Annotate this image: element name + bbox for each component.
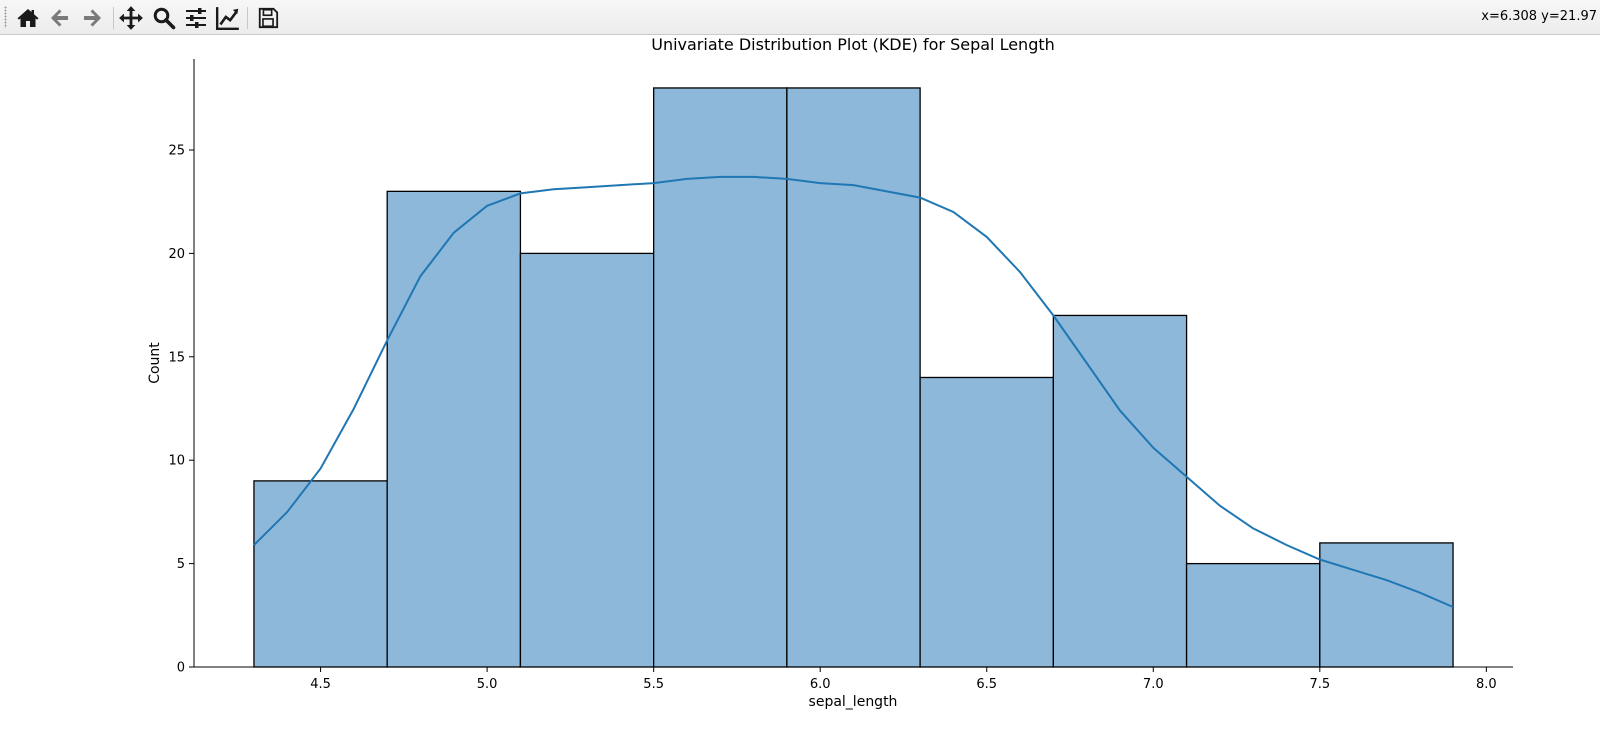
- x-tick-label: 4.5: [310, 677, 331, 692]
- histogram-bar-5: [786, 87, 921, 668]
- save-icon: [258, 7, 279, 29]
- edit-axis-icon: [215, 7, 239, 31]
- edit-axis-button[interactable]: [213, 3, 243, 33]
- home-button[interactable]: [13, 3, 43, 33]
- kde-curve: [253, 175, 1454, 608]
- histogram-bar-1: [253, 480, 388, 668]
- y-axis-label: Count: [147, 342, 163, 384]
- y-tick-label: 15: [168, 350, 185, 365]
- zoom-icon: [153, 7, 176, 30]
- histogram-bar-7: [1052, 314, 1188, 668]
- forward-icon: [84, 9, 101, 27]
- y-tick-label: 0: [177, 661, 185, 676]
- histogram-bar-8: [1185, 562, 1321, 668]
- configure-subplots-button[interactable]: [181, 3, 211, 33]
- home-icon: [17, 9, 39, 27]
- y-tick-label: 5: [177, 557, 185, 572]
- zoom-button[interactable]: [149, 3, 179, 33]
- navigation-toolbar: x=6.308 y=21.97: [0, 0, 1600, 35]
- toolbar-separator: [247, 7, 248, 29]
- x-tick-label: 6.5: [976, 677, 997, 692]
- histogram-bar-9: [1319, 542, 1454, 668]
- x-axis-label: sepal_length: [809, 694, 898, 710]
- histogram-bars: [253, 87, 1454, 668]
- histogram-bar-2: [386, 190, 522, 668]
- chart-title: Univariate Distribution Plot (KDE) for S…: [651, 35, 1055, 54]
- back-icon: [51, 9, 68, 27]
- cursor-coordinates: x=6.308 y=21.97: [1481, 9, 1597, 24]
- x-tick-label: 7.0: [1143, 677, 1164, 692]
- y-tick-label: 20: [168, 247, 185, 262]
- x-tick-label: 5.0: [477, 677, 498, 692]
- x-tick-label: 6.0: [810, 677, 831, 692]
- x-tick-label: 5.5: [643, 677, 664, 692]
- y-axis-ticks: 0 5 10 15 20 25: [168, 143, 194, 676]
- histogram-bar-6: [919, 376, 1054, 668]
- histogram-bar-4: [653, 87, 788, 668]
- pan-icon: [119, 6, 143, 30]
- chart-canvas[interactable]: Univariate Distribution Plot (KDE) for S…: [0, 35, 1600, 742]
- histogram-bar-3: [519, 252, 655, 668]
- back-button[interactable]: [45, 3, 75, 33]
- configure-subplots-icon: [186, 8, 206, 28]
- y-tick-label: 25: [168, 143, 185, 158]
- x-axis-ticks: 4.5 5.0 5.5 6.0 6.5 7.0 7.5 8.0: [310, 667, 1497, 692]
- x-tick-label: 8.0: [1476, 677, 1497, 692]
- save-button[interactable]: [253, 3, 283, 33]
- toolbar-separator: [113, 7, 114, 29]
- pan-button[interactable]: [116, 3, 146, 33]
- toolbar-grip[interactable]: [4, 6, 7, 28]
- forward-button[interactable]: [77, 3, 107, 33]
- x-tick-label: 7.5: [1309, 677, 1330, 692]
- y-tick-label: 10: [168, 454, 185, 469]
